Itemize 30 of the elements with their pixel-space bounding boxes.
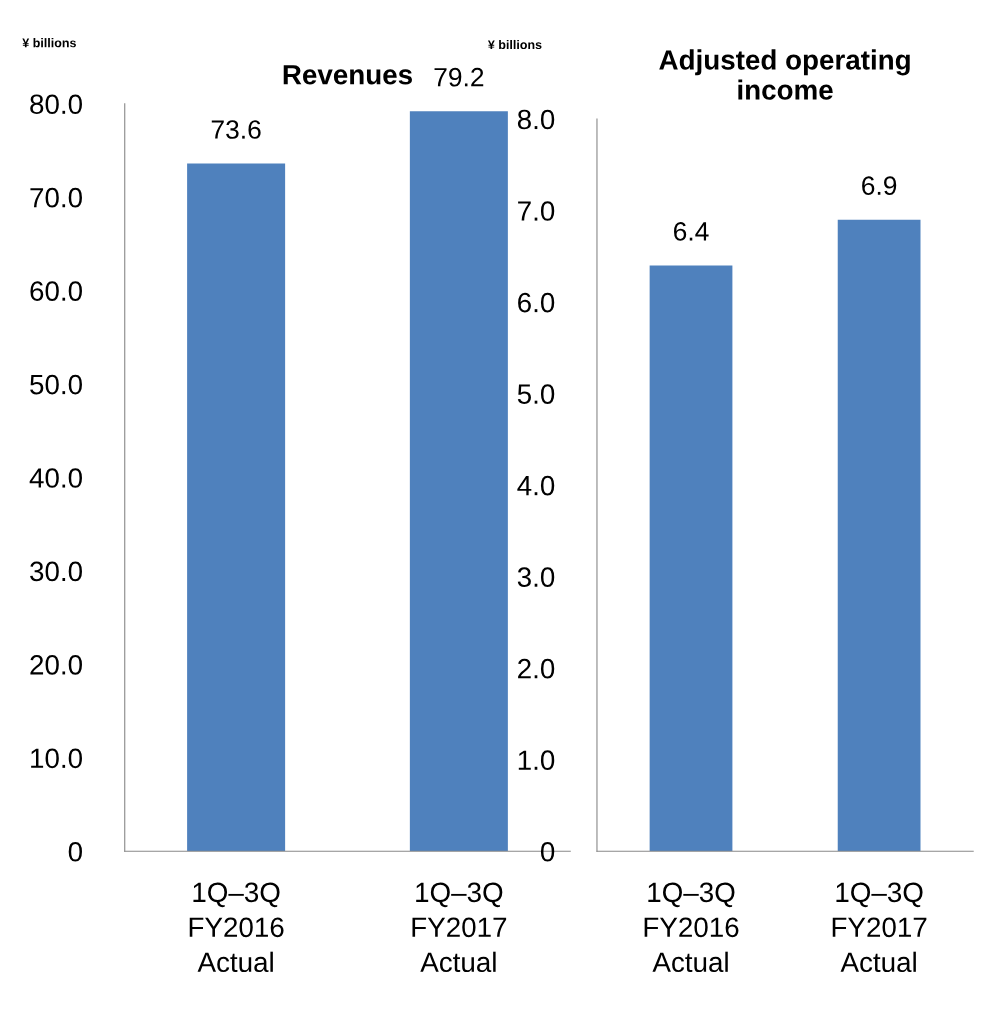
x-tick-label: 1Q–3Q FY2016 Actual bbox=[189, 882, 284, 973]
y-tick-label: 4.0 bbox=[517, 475, 555, 496]
y-tick-label: 70.0 bbox=[30, 187, 82, 208]
data-label: 6.4 bbox=[674, 222, 709, 241]
x-tick-label: 1Q–3Q FY2017 Actual bbox=[412, 882, 507, 973]
y-tick-label: 1.0 bbox=[518, 750, 555, 771]
data-label: 79.2 bbox=[434, 67, 484, 87]
y-axis-title: ¥ billions bbox=[22, 38, 76, 48]
y-axis-title: ¥ billions bbox=[487, 39, 542, 50]
y-tick-label: 20.0 bbox=[30, 655, 82, 675]
y-tick-label: 7.0 bbox=[518, 201, 555, 221]
data-label: 73.6 bbox=[211, 120, 261, 139]
x-tick-label: 1Q–3Q FY2017 Actual bbox=[832, 882, 927, 973]
y-tick-label: 60.0 bbox=[30, 281, 82, 301]
data-label: 6.9 bbox=[862, 176, 897, 196]
y-tick-label: 6.0 bbox=[518, 292, 555, 313]
y-tick-label: 30.0 bbox=[30, 561, 82, 582]
y-tick-label: 40.0 bbox=[29, 468, 82, 488]
y-tick-label: 3.0 bbox=[517, 567, 555, 587]
y-tick-label: 0 bbox=[68, 841, 82, 862]
y-tick-label: 50.0 bbox=[30, 374, 82, 395]
y-tick-label: 80.0 bbox=[30, 94, 82, 115]
y-tick-label: 5.0 bbox=[517, 384, 555, 404]
y-tick-label: 10.0 bbox=[31, 748, 82, 769]
y-tick-label: 8.0 bbox=[517, 109, 555, 130]
chart-title: Adjusted operating income bbox=[659, 49, 910, 100]
chart-title: Revenues bbox=[283, 65, 412, 85]
y-tick-label: 2.0 bbox=[518, 658, 555, 679]
x-tick-label: 1Q–3Q FY2016 Actual bbox=[644, 882, 739, 973]
y-tick-label: 0 bbox=[540, 841, 555, 862]
